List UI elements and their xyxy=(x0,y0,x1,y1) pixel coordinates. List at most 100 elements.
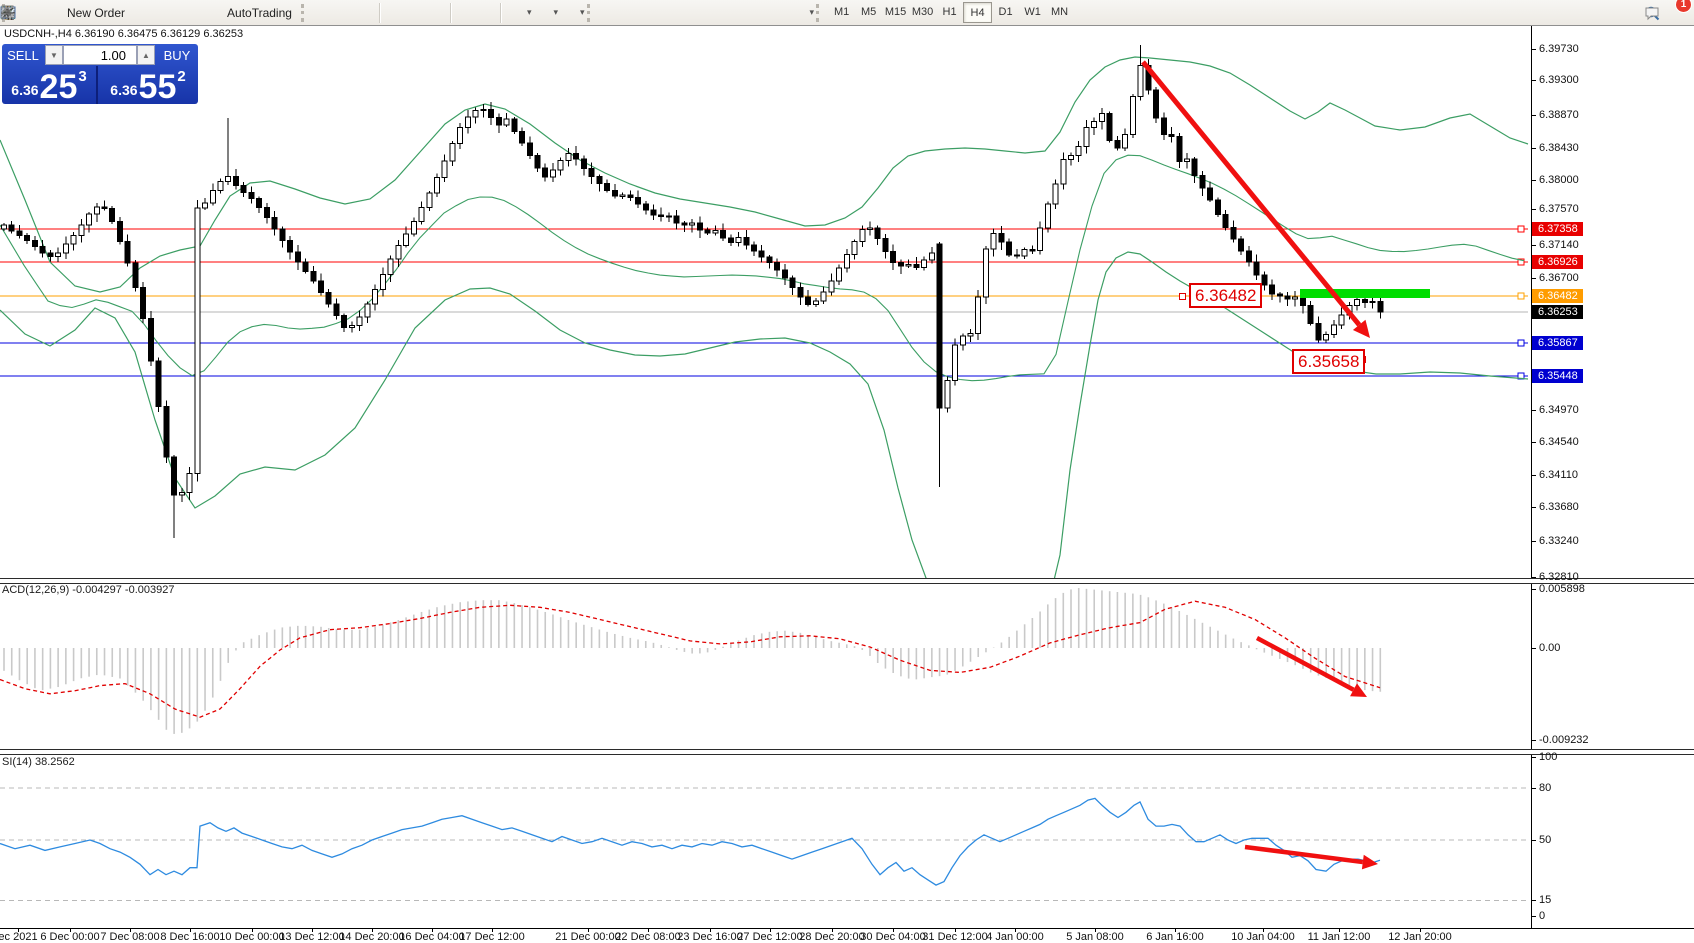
candle-body xyxy=(573,152,580,160)
time-axis-border xyxy=(0,928,1694,929)
chat-icon[interactable] xyxy=(1645,3,1686,22)
candle-body xyxy=(952,344,959,381)
autotrading-button[interactable]: AutoTrading xyxy=(1,0,299,25)
cursor-icon[interactable] xyxy=(4,3,620,22)
timeframe-h1[interactable]: H1 xyxy=(942,5,957,18)
macd-down-arrow-head xyxy=(1350,683,1367,697)
timeframe-mn[interactable]: MN xyxy=(1051,5,1069,18)
linechart-icon[interactable] xyxy=(0,3,376,22)
resistance-price-callout[interactable]: 6.36482 xyxy=(1189,283,1263,308)
candle-body xyxy=(882,238,889,253)
candle-body xyxy=(1013,254,1020,257)
rsi-axis-label: 15 xyxy=(1539,894,1552,906)
new-order-button[interactable]: New Order xyxy=(1,0,132,25)
buy-button[interactable]: 6.36 55 2 xyxy=(110,68,186,106)
vline-icon[interactable] xyxy=(7,3,662,22)
price-axis-label: 6.33240 xyxy=(1539,535,1579,547)
candle-body xyxy=(1284,295,1291,300)
bollinger-lower-band xyxy=(0,251,1529,578)
rsi-pane-separator[interactable] xyxy=(0,749,1694,755)
time-axis-label: 10 Dec 00:00 xyxy=(219,931,285,943)
level-line-handle xyxy=(1517,225,1525,233)
price-axis-tick xyxy=(1531,148,1536,149)
timeframe-w1[interactable]: W1 xyxy=(1024,5,1041,18)
label-icon[interactable]: T xyxy=(1,3,788,22)
notification-badge[interactable]: 1 xyxy=(1675,0,1692,13)
crosshair-icon[interactable] xyxy=(2,3,641,22)
timeframe-m1[interactable]: M1 xyxy=(833,5,850,18)
candle-body xyxy=(333,303,340,317)
time-axis-label: 6 Jan 16:00 xyxy=(1146,931,1204,943)
tiles-icon[interactable] xyxy=(1,3,447,22)
candle-body xyxy=(580,158,587,169)
buy-button-label[interactable]: BUY xyxy=(163,47,191,63)
candle-body xyxy=(526,142,533,157)
candle-body xyxy=(47,252,54,258)
macd-axis-label: 0.00 xyxy=(1539,642,1561,654)
macd-pane-separator[interactable] xyxy=(0,578,1694,584)
shift-right-icon[interactable] xyxy=(3,3,497,22)
signal-icon[interactable] xyxy=(2,3,195,22)
candle-body xyxy=(202,202,209,209)
rsi-axis-tick xyxy=(1531,788,1536,789)
candle-body xyxy=(1330,324,1337,336)
price-axis-tick xyxy=(1531,410,1536,411)
chart-surface[interactable] xyxy=(0,26,1531,928)
price-axis-label: 6.34540 xyxy=(1539,436,1579,448)
trendline-icon[interactable] xyxy=(1,3,704,22)
candle-body xyxy=(1168,134,1175,138)
support-price-callout[interactable]: 6.35658 xyxy=(1292,349,1366,374)
time-axis-tick xyxy=(18,928,19,932)
volume-up-stepper[interactable]: ▲ xyxy=(137,45,155,65)
timeframe-m15[interactable]: M15 xyxy=(884,5,907,18)
zoom-out-icon[interactable] xyxy=(1,3,426,22)
chart-type-icon[interactable] xyxy=(0,3,579,22)
chart-page-icon[interactable] xyxy=(1,3,35,22)
volume-field[interactable]: 1.00 xyxy=(63,45,137,65)
text-icon[interactable]: A xyxy=(4,3,767,22)
shift-left-icon[interactable] xyxy=(2,3,476,22)
shapes-icon[interactable] xyxy=(2,3,809,22)
candle-body xyxy=(665,215,672,218)
candle-body xyxy=(1214,199,1221,216)
channel-icon[interactable]: E xyxy=(0,3,725,22)
hline-icon[interactable] xyxy=(1,3,683,22)
candle-body xyxy=(310,270,317,282)
candle-body xyxy=(565,152,572,162)
zoom-in-icon[interactable] xyxy=(1,3,405,22)
candle-body xyxy=(936,243,943,409)
candle-body xyxy=(155,360,162,407)
candle-body xyxy=(1029,249,1036,252)
candle-body xyxy=(897,262,904,267)
candle-body xyxy=(905,264,912,267)
clock-icon[interactable] xyxy=(1,3,552,22)
time-axis-label: 10 Jan 04:00 xyxy=(1231,931,1295,943)
price-axis-label: 6.32810 xyxy=(1539,571,1579,583)
candle-body xyxy=(743,237,750,246)
candles-icon[interactable] xyxy=(1,3,355,22)
fibo-icon[interactable]: F xyxy=(1,3,746,22)
timeframe-d1[interactable]: D1 xyxy=(998,5,1013,18)
sell-button-label[interactable]: SELL xyxy=(7,47,39,63)
price-axis-label: 6.37140 xyxy=(1539,239,1579,251)
new-chart-icon[interactable] xyxy=(0,3,526,22)
candle-body xyxy=(387,258,394,275)
monitor-icon[interactable] xyxy=(1,3,174,22)
candle-body xyxy=(805,296,812,305)
time-axis-tick xyxy=(252,928,253,932)
candle-body xyxy=(727,237,734,243)
timeframe-m5[interactable]: M5 xyxy=(860,5,877,18)
price-badge-6.35867: 6.35867 xyxy=(1532,336,1583,350)
macd-pane xyxy=(0,588,1382,734)
new-order-label: New Order xyxy=(67,5,126,20)
volume-down-stepper[interactable]: ▼ xyxy=(45,45,63,65)
timeframe-h4[interactable]: H4 xyxy=(963,2,993,23)
timeframe-m30[interactable]: M30 xyxy=(911,5,934,18)
candle-body xyxy=(1377,300,1384,313)
sell-button[interactable]: 6.36 25 3 xyxy=(2,66,98,104)
candle-body xyxy=(403,233,410,247)
paint-icon[interactable] xyxy=(2,3,153,22)
bars-icon[interactable] xyxy=(1,3,334,22)
candle-body xyxy=(1098,113,1105,122)
candle-body xyxy=(534,155,541,169)
